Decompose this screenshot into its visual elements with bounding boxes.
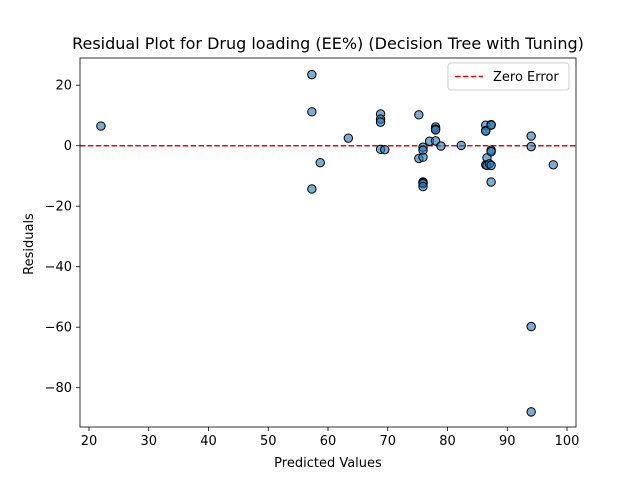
data-point [456, 140, 466, 151]
y-tick-label: −80 [45, 381, 72, 396]
y-tick-label: 20 [55, 79, 72, 94]
legend: Zero Error [447, 62, 570, 91]
data-point [548, 160, 558, 170]
data-point [343, 133, 354, 143]
legend-zero-error-label: Zero Error [493, 70, 559, 85]
data-point [418, 181, 428, 192]
x-tick-label: 100 [555, 434, 580, 449]
data-point [486, 177, 496, 187]
data-point [526, 407, 536, 417]
x-tick-label: 20 [81, 434, 98, 449]
data-point [307, 184, 317, 194]
data-point [375, 117, 386, 127]
data-point [414, 110, 424, 120]
x-tick-label: 70 [379, 434, 396, 449]
data-point [526, 321, 536, 332]
data-point [430, 125, 441, 135]
x-tick-label: 80 [439, 434, 456, 449]
data-point [526, 131, 536, 141]
x-tick-label: 30 [140, 434, 157, 449]
x-tick-label: 50 [260, 434, 277, 449]
data-point [436, 141, 446, 151]
plot-frame [79, 57, 577, 428]
y-axis-label: Residuals [22, 213, 37, 275]
data-point [315, 157, 325, 168]
data-point [307, 69, 317, 80]
data-point [526, 141, 536, 152]
data-point [486, 147, 496, 157]
y-tick-label: −60 [45, 321, 72, 336]
data-point [418, 152, 428, 162]
chart-title: Residual Plot for Drug loading (EE%) (De… [72, 34, 584, 53]
legend-box [447, 62, 570, 91]
data-point [380, 144, 390, 155]
data-point [481, 126, 491, 136]
x-axis-label: Predicted Values [274, 456, 382, 471]
x-tick-label: 40 [200, 434, 217, 449]
data-point [486, 120, 496, 130]
x-tick-label: 90 [499, 434, 516, 449]
x-tick-label: 60 [320, 434, 337, 449]
y-tick-label: −40 [45, 260, 72, 275]
data-point [307, 107, 317, 117]
data-point [486, 160, 496, 171]
y-tick-label: 0 [64, 139, 72, 154]
y-tick-label: −20 [45, 200, 72, 215]
data-point [96, 121, 106, 131]
